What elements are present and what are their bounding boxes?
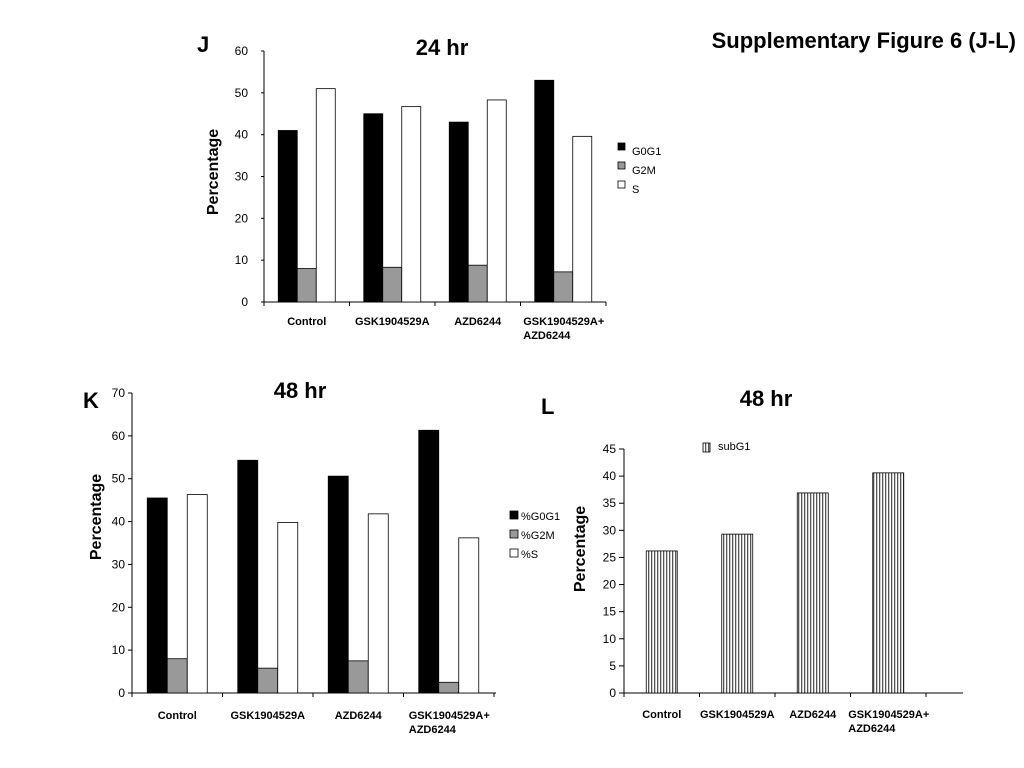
panel-k-legend-label: %G0G1 [521,511,560,523]
panel-k-bar-s [367,513,389,694]
panel-k-category-label: AZD6244 [335,710,383,722]
panel-k-y-tick-label: 0 [118,686,125,700]
panel-j-chart: J 24 hr Percentage 0 10 20 30 40 50 60 Control G… [197,32,661,342]
panel-k-y-tick-label: 60 [112,429,126,443]
panel-j-bar-g0g1 [363,113,384,303]
panel-k-y-tick-label: 70 [112,386,126,400]
panel-l-bar-subg1 [645,550,678,694]
panel-l-bar-subg1 [796,492,829,694]
panel-j-category-label: Control [287,316,326,328]
panel-j-y-tick-label: 60 [235,44,249,58]
panel-k-legend-swatch [509,548,519,558]
panel-k-bar-s [277,522,299,694]
panel-k-y-tick-label: 50 [112,472,126,486]
panel-k-category-label: Control [158,710,197,722]
panel-j-bar-g2m [382,266,403,303]
panel-k-legend-swatch [509,510,519,520]
panel-k-legend-label: %G2M [521,530,555,542]
panel-l-y-tick-label: 35 [603,496,617,510]
panel-l-legend-swatch [702,442,711,453]
panel-j-category-label: GSK1904529A [355,316,430,328]
panel-j-bar-g0g1 [448,121,469,303]
panel-j-y-tick-label: 20 [235,211,249,225]
panel-l-bar-subg1 [721,533,754,694]
panel-k-y-tick-label: 20 [112,600,126,614]
panel-k-bar-g2m [438,681,460,694]
panel-j-y-tick-label: 40 [235,128,249,142]
panel-l-y-tick-label: 45 [603,442,617,456]
panel-j-y-tick-label: 0 [241,295,248,309]
panel-k-bar-g2m [166,658,188,694]
panel-l-category-label: Control [642,709,681,721]
panel-k-bar-g0g1 [237,459,259,694]
panel-letter-l: L [541,394,554,419]
panel-k-category-label: GSK1904529A+ [409,710,490,722]
panel-j-bar-g2m [296,268,317,303]
panel-k-legend-swatch [509,529,519,539]
panel-j-legend-label: G0G1 [632,146,661,158]
panel-l-y-tick-label: 25 [603,550,617,564]
panel-l-chart: L 48 hr Percentage 0 5 10 15 20 25 30 35 40 45 Con… [541,386,963,735]
panel-l-y-tick-label: 40 [603,469,617,483]
panel-j-category-label: GSK1904529A+ [523,316,604,328]
panel-k-bar-s [186,494,208,694]
panel-j-bar-g0g1 [534,79,555,303]
panel-j-legend-swatch [617,142,626,151]
panel-l-category-label: GSK1904529A [700,709,775,721]
panel-j-y-axis-label: Percentage [205,129,222,215]
panel-j-bar-g2m [553,271,574,303]
panel-k-bar-g2m [257,667,279,694]
panel-k-bar-g0g1 [146,497,168,694]
panel-l-y-tick-label: 5 [609,659,616,673]
panel-j-y-tick-label: 50 [235,86,249,100]
panel-j-legend-label: S [632,184,639,196]
panel-k-bar-g0g1 [327,475,349,694]
panel-l-bar-subg1 [872,472,905,694]
panel-j-category-label: AZD6244 [523,330,571,342]
panel-j-category-label: AZD6244 [454,316,502,328]
panel-l-y-tick-label: 10 [603,632,617,646]
panel-k-category-label: GSK1904529A [230,710,305,722]
panel-k-category-label: AZD6244 [409,724,457,736]
panel-j-bar-g2m [467,264,488,303]
panel-j-title: 24 hr [416,35,469,60]
panel-k-bar-g2m [347,660,369,694]
panel-k-bar-s [458,537,480,694]
panel-j-y-tick-label: 30 [235,170,249,184]
panel-letter-j: J [197,32,209,57]
panel-k-legend-label: %S [521,549,538,561]
panel-l-legend-label: subG1 [718,441,750,453]
figure-title: Supplementary Figure 6 (J-L) [712,28,1016,53]
panel-j-legend-label: G2M [632,165,656,177]
panel-l-y-tick-label: 15 [603,605,617,619]
panel-l-title: 48 hr [740,386,793,411]
panel-k-y-tick-label: 30 [112,557,126,571]
panel-l-category-label: GSK1904529A+ [848,709,929,721]
panel-j-legend-swatch [617,161,626,170]
panel-k-y-tick-label: 10 [112,643,126,657]
panel-j-bar-g0g1 [277,130,298,303]
panel-l-category-label: AZD6244 [789,709,837,721]
panel-l-y-tick-label: 20 [603,578,617,592]
panel-l-y-tick-label: 30 [603,523,617,537]
panel-l-y-tick-label: 0 [609,686,616,700]
panel-l-category-label: AZD6244 [848,723,896,735]
panel-j-bar-s [572,135,593,303]
panel-j-y-tick-label: 10 [235,253,249,267]
panel-k-title: 48 hr [274,378,327,403]
panel-j-bar-s [486,99,507,303]
panel-k-chart: K 48 hr Percentage 0 10 20 30 40 50 60 70 Contro… [83,378,560,736]
panel-j-legend-swatch [617,180,626,189]
panel-j-bar-s [315,88,336,303]
panel-j-bar-s [401,106,422,303]
panel-k-bar-g0g1 [418,429,440,694]
panel-k-y-axis-label: Percentage [88,474,105,560]
panel-l-y-axis-label: Percentage [572,506,589,592]
panel-letter-k: K [83,388,99,413]
panel-k-y-tick-label: 40 [112,515,126,529]
